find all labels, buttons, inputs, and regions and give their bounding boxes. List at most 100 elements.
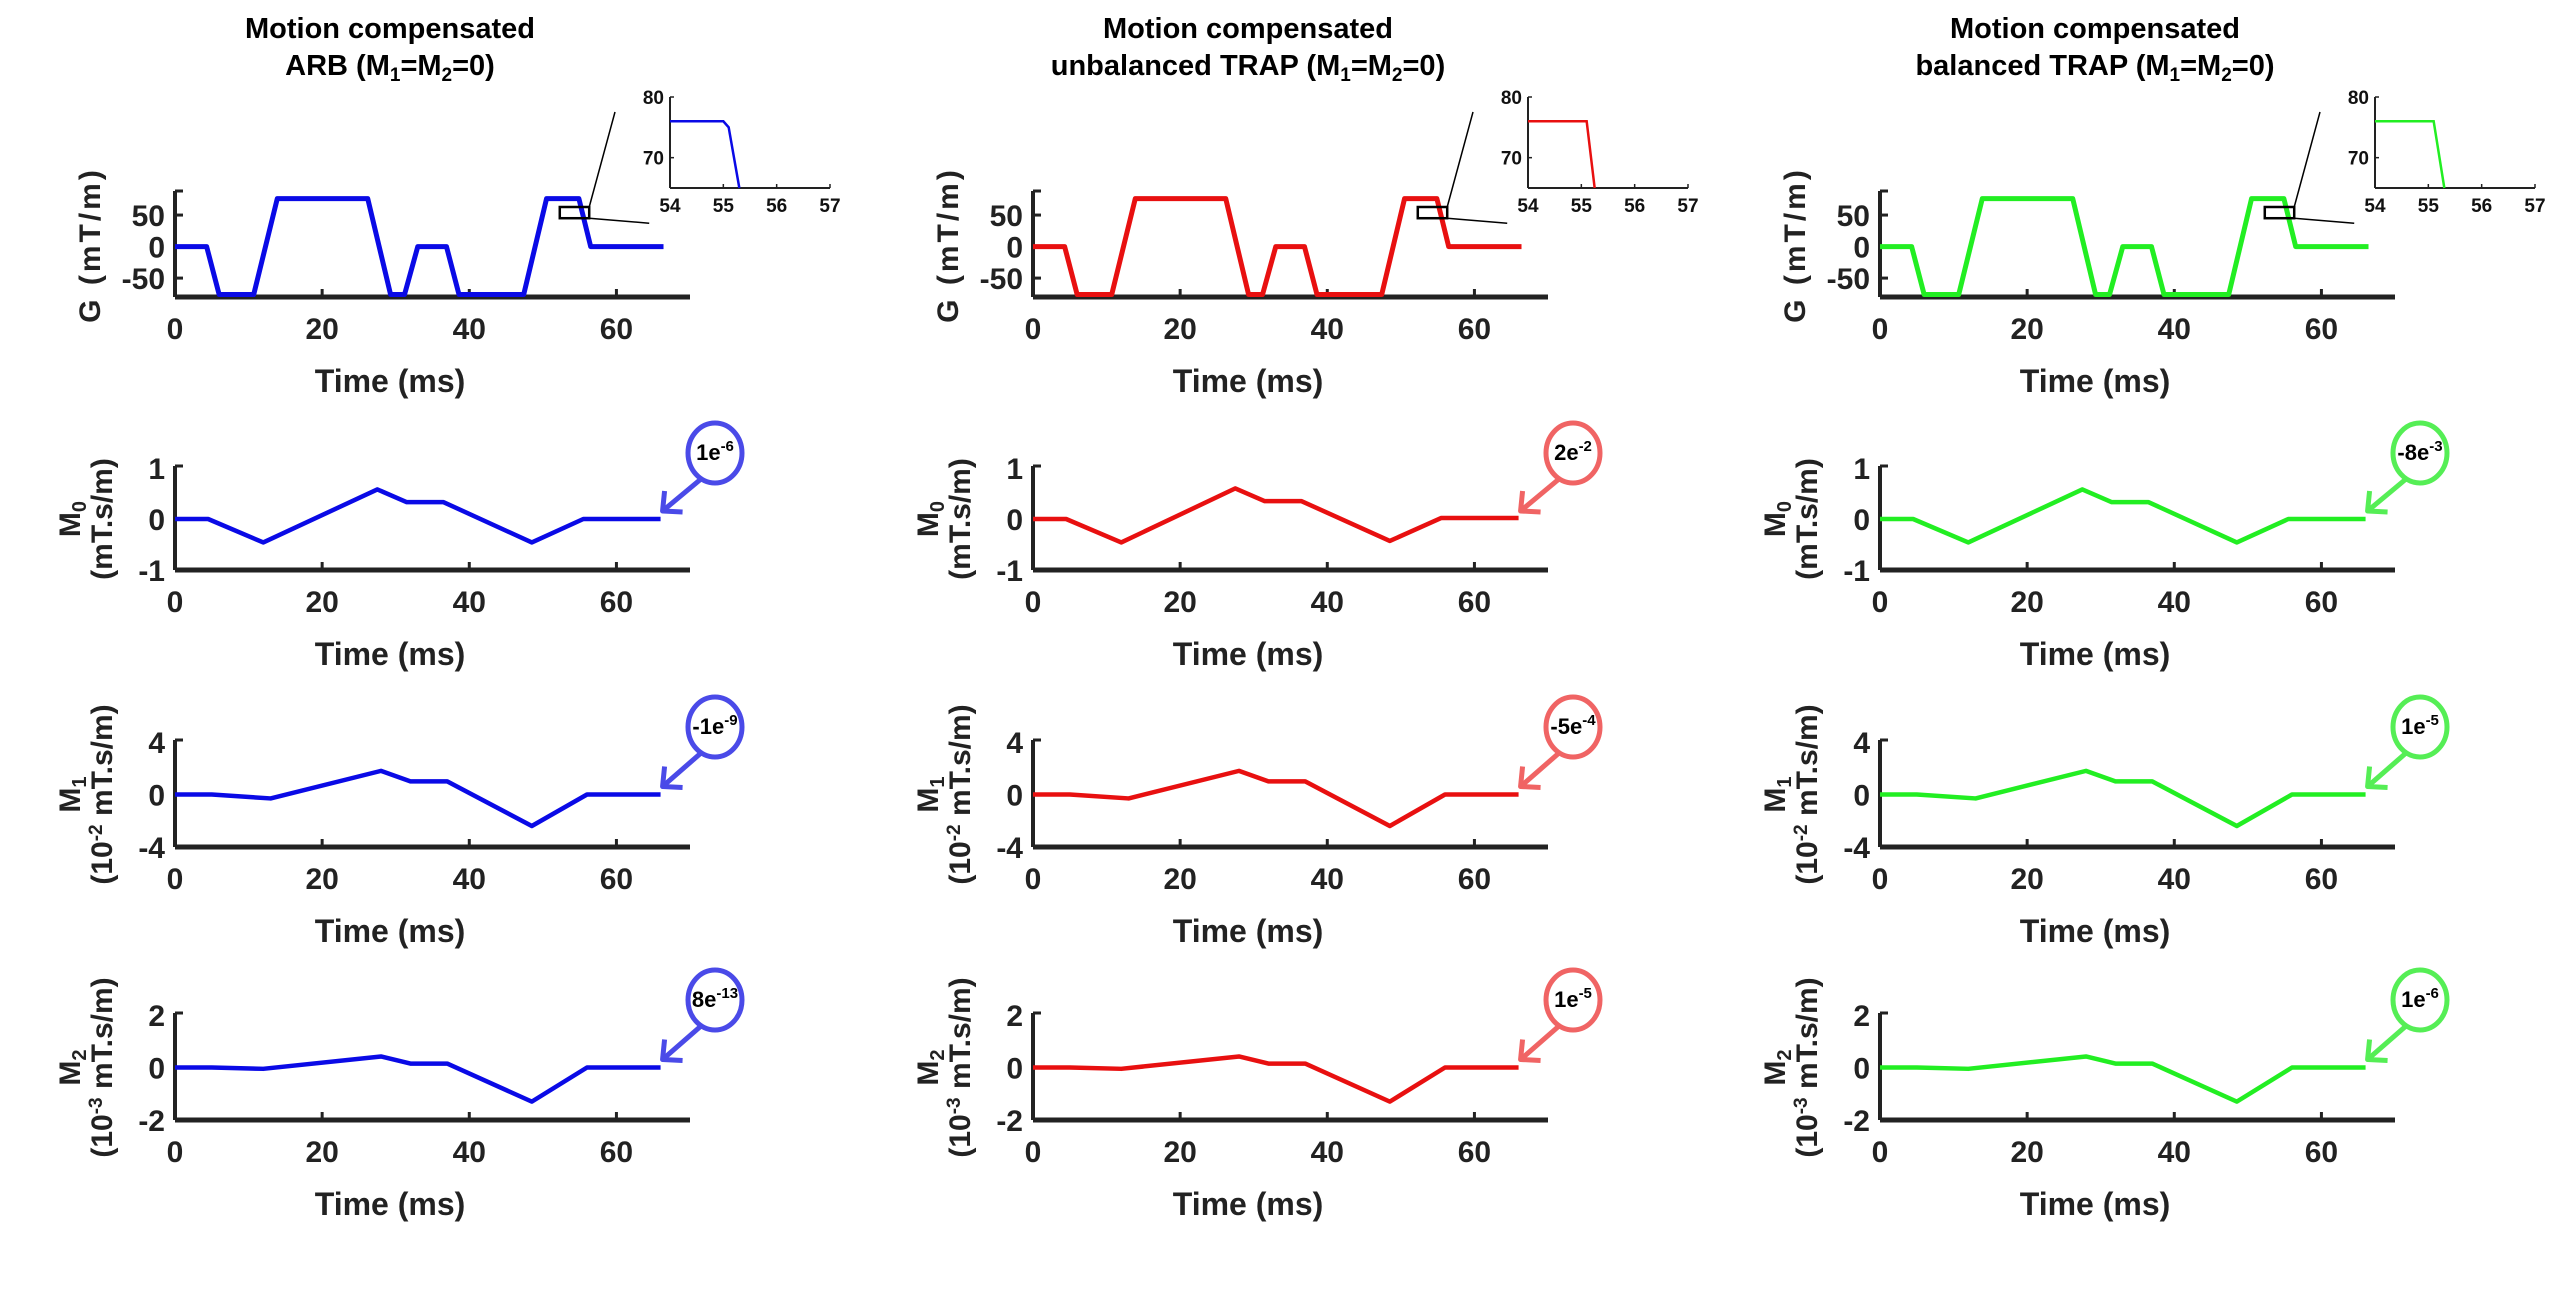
x-tick-label: 60 [600, 313, 633, 346]
series-line-g [1880, 196, 2369, 297]
callout-circle [1543, 694, 1603, 760]
title-text: ARB (M [285, 50, 390, 82]
title-text: balanced TRAP (M [1915, 50, 2169, 82]
callout-arrow-line [1518, 751, 1561, 789]
inset-series-line [1528, 120, 1596, 189]
zoom-connector-line [589, 217, 650, 224]
inset-x-tick-label: 57 [2524, 196, 2545, 217]
inset-x-tick-label: 56 [766, 196, 787, 217]
title-text: =M [1351, 50, 1392, 82]
callout-arrow-line [1518, 477, 1561, 513]
y-tick-label: 2 [1853, 1000, 1870, 1033]
inset-axes: 54 55 56 57 70 80 [643, 88, 841, 217]
callout-value: 8e-13 [692, 985, 738, 1012]
x-tick-label: 40 [1311, 313, 1344, 346]
series-line-m0 [175, 487, 661, 545]
y-tick-label: 4 [1006, 727, 1023, 760]
x-axis-label: Time (ms) [1173, 913, 1324, 949]
x-tick-label: 20 [1163, 586, 1196, 619]
callout-circle [685, 420, 745, 486]
subscript: 1 [390, 65, 401, 86]
callout-arrowhead [1518, 766, 1541, 790]
callout-value: 1e-5 [1554, 985, 1592, 1012]
y-axis-label-units: (mT.s/m) [86, 458, 119, 580]
x-tick-label: 40 [2158, 863, 2191, 896]
callout-arrowhead [1518, 490, 1541, 515]
inset-y-tick-label: 80 [2348, 88, 2369, 109]
callout-arrowhead [660, 490, 683, 515]
subscript: 2 [1392, 65, 1403, 86]
inset-axes: 54 55 56 57 70 80 [2348, 88, 2546, 217]
zoom-region-box [2263, 205, 2296, 220]
x-axis-label: Time (ms) [2020, 363, 2171, 399]
y-tick-label: 1 [148, 453, 165, 486]
callout-arrow-line [1518, 1024, 1561, 1062]
callout-arrowhead [2365, 766, 2388, 790]
y-tick-label: 2 [148, 1000, 165, 1033]
y-axis-label-main: M2 [1759, 1049, 1796, 1085]
y-axis-label-units: (10-2 mT.s/m) [86, 704, 119, 884]
subscript: 2 [2221, 65, 2232, 86]
x-tick-label: 60 [600, 863, 633, 896]
y-axis-label-main: M0 [1759, 501, 1796, 537]
x-tick-label: 60 [2305, 1136, 2338, 1169]
x-tick-label: 20 [2010, 863, 2043, 896]
x-tick-label: 20 [1163, 313, 1196, 346]
callout-arrow-line [2365, 751, 2408, 789]
y-tick-label: 0 [1853, 504, 1870, 537]
x-axis-label: Time (ms) [1173, 363, 1324, 399]
inset-x-tick-label: 54 [1517, 196, 1539, 217]
callout-arrow-line [660, 477, 703, 513]
series-line-m0 [1033, 486, 1519, 545]
y-tick-label: 0 [1006, 1053, 1023, 1086]
y-axis-label-main: M2 [912, 1049, 949, 1085]
x-tick-label: 60 [1458, 1136, 1491, 1169]
y-tick-label: 50 [1837, 200, 1870, 233]
y-tick-label: -4 [996, 832, 1023, 865]
y-axis-label-main: M1 [912, 776, 949, 812]
zoom-connector-line [1446, 111, 1474, 208]
series-line-g [175, 196, 664, 297]
series-line-m1 [1880, 768, 2366, 829]
y-axis-label-main: M0 [912, 501, 949, 537]
x-axis-label: Time (ms) [315, 636, 466, 672]
x-tick-label: 0 [1872, 1136, 1889, 1169]
y-axis-label: G (mT/m) [74, 167, 107, 323]
x-tick-label: 60 [1458, 586, 1491, 619]
y-tick-label: -1 [138, 555, 165, 588]
y-tick-label: -2 [138, 1105, 165, 1138]
x-axis-label: Time (ms) [2020, 913, 2171, 949]
x-tick-label: 20 [305, 1136, 338, 1169]
y-tick-label: -1 [996, 555, 1023, 588]
inset-y-tick-label: 70 [1501, 149, 1522, 170]
column-title-line1: Motion compensated [1103, 13, 1393, 45]
x-tick-label: 0 [167, 1136, 184, 1169]
y-tick-label: 50 [990, 200, 1023, 233]
callout-circle [1543, 420, 1603, 486]
y-axis-label-units: (mT.s/m) [944, 458, 977, 580]
y-axis-label-main: M1 [54, 776, 91, 812]
y-axis-label-units: (mT.s/m) [1791, 458, 1824, 580]
x-tick-label: 40 [453, 863, 486, 896]
y-tick-label: 4 [148, 727, 165, 760]
callout-arrow-line [2365, 477, 2408, 513]
inset-y-tick-label: 80 [643, 88, 664, 109]
inset-x-tick-label: 54 [2364, 196, 2386, 217]
y-axis-label-main: M2 [54, 1049, 91, 1085]
y-tick-label: -50 [122, 263, 165, 296]
y-axis-label: G (mT/m) [1779, 167, 1812, 323]
series-line-g [1033, 196, 1522, 297]
x-tick-label: 20 [2010, 586, 2043, 619]
zoom-connector-line [2293, 111, 2321, 208]
x-tick-label: 20 [305, 863, 338, 896]
y-axis-label-main: M1 [1759, 776, 1796, 812]
callout-arrow-line [660, 1024, 703, 1062]
